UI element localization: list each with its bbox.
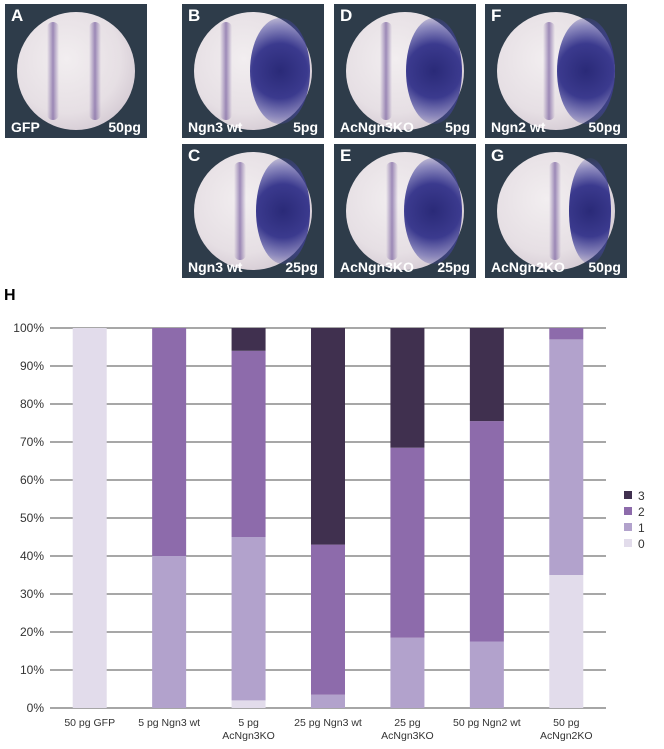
embryo-image [194, 12, 312, 130]
bar-segment [311, 544, 345, 695]
panel-f: F Ngn2 wt 50pg [485, 4, 627, 138]
x-category-label: AcNgn2KO [540, 730, 593, 742]
panel-letter: G [491, 146, 505, 165]
chart-panel-letter: H [4, 287, 16, 304]
embryo-image [346, 152, 464, 270]
panel-letter: E [340, 146, 352, 165]
embryo-image [346, 12, 464, 130]
bar-segment [469, 421, 504, 642]
y-tick-label: 20% [20, 625, 44, 639]
embryo-image [17, 12, 135, 130]
legend-swatch [624, 507, 632, 515]
embryo-image [497, 152, 615, 270]
y-tick-label: 30% [20, 587, 44, 601]
panel-letter: D [340, 6, 353, 25]
panel-letter: B [188, 6, 201, 25]
x-category-label: 5 pg [238, 717, 259, 729]
bar-segment [231, 537, 266, 701]
x-category-label: 25 pg Ngn3 wt [294, 717, 362, 729]
y-tick-label: 60% [20, 473, 44, 487]
y-tick-label: 100% [13, 321, 44, 335]
x-category-label: 25 pg [394, 717, 420, 729]
x-category-label: AcNgn3KO [222, 730, 275, 742]
bar-segment [311, 694, 345, 708]
bar-segment [469, 641, 504, 708]
bar-segment [152, 328, 187, 556]
bar-segment [549, 339, 584, 575]
x-category-label: 5 pg Ngn3 wt [138, 717, 200, 729]
y-tick-label: 50% [20, 511, 44, 525]
panel-d: D AcNgn3KO 5pg [334, 4, 476, 138]
legend-label: 2 [638, 505, 645, 519]
bar-segment [469, 328, 504, 422]
bar-segment [231, 700, 266, 708]
panel-dose: 5pg [445, 119, 470, 135]
panel-label: AcNgn3KO [340, 259, 414, 275]
y-tick-label: 80% [20, 397, 44, 411]
bar-segment [549, 575, 584, 708]
y-tick-label: 10% [20, 663, 44, 677]
x-category-label: 50 pg Ngn2 wt [453, 717, 521, 729]
y-tick-label: 0% [27, 701, 45, 715]
x-category-label: 50 pg [553, 717, 579, 729]
bar-segment [390, 328, 425, 448]
panel-dose: 50pg [588, 259, 621, 275]
panel-dose: 50pg [108, 119, 141, 135]
legend-swatch [624, 523, 632, 531]
panel-dose: 5pg [293, 119, 318, 135]
panel-letter: C [188, 146, 201, 165]
legend-swatch [624, 539, 632, 547]
legend-label: 3 [638, 489, 645, 503]
bar-segment [549, 328, 584, 340]
x-category-label: AcNgn3KO [381, 730, 434, 742]
panel-g: G AcNgn2KO 50pg [485, 144, 627, 278]
panel-letter: A [11, 6, 24, 25]
panel-a: A GFP 50pg [5, 4, 147, 138]
embryo-image [194, 152, 312, 270]
legend-swatch [624, 491, 632, 499]
bar-segment [231, 328, 266, 351]
y-tick-label: 70% [20, 435, 44, 449]
legend-label: 0 [638, 537, 645, 551]
stacked-bar-chart: 0% 10% 20% 30% 40% 50% 60% 70% 80% 90% 100% 50 pg G… [13, 321, 645, 742]
panel-label: AcNgn3KO [340, 119, 414, 135]
x-category-label: 50 pg GFP [64, 717, 115, 729]
embryo-image [497, 12, 615, 130]
panel-label: Ngn3 wt [188, 259, 243, 275]
y-tick-label: 40% [20, 549, 44, 563]
bar-segment [72, 328, 107, 708]
panel-dose: 50pg [588, 119, 621, 135]
panel-c: C Ngn3 wt 25pg [182, 144, 324, 278]
panel-label: Ngn3 wt [188, 119, 243, 135]
panel-label: AcNgn2KO [491, 259, 565, 275]
bar-segment [311, 328, 345, 545]
panel-label: Ngn2 wt [491, 119, 546, 135]
bar-segment [390, 447, 425, 638]
panel-letter: F [491, 6, 502, 25]
legend-label: 1 [638, 521, 645, 535]
panel-label: GFP [11, 119, 40, 135]
panel-b: B Ngn3 wt 5pg [182, 4, 324, 138]
bar-segment [231, 350, 266, 537]
panel-dose: 25pg [437, 259, 470, 275]
bar-segment [390, 637, 425, 708]
panel-dose: 25pg [285, 259, 318, 275]
y-tick-label: 90% [20, 359, 44, 373]
bar-segment [152, 556, 187, 708]
panel-e: E AcNgn3KO 25pg [334, 144, 476, 278]
